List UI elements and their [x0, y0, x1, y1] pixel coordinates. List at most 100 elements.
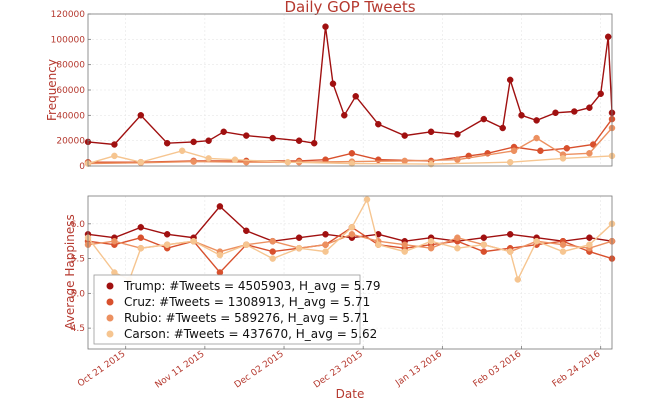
- data-point-carson: [559, 155, 567, 162]
- data-point-cruz: [480, 248, 488, 255]
- data-point-trump: [163, 139, 171, 147]
- data-point-carson: [375, 241, 382, 248]
- legend-marker-trump: [106, 282, 114, 290]
- data-point-trump: [375, 120, 382, 128]
- data-point-carson: [111, 152, 118, 160]
- data-point-rubio: [559, 241, 567, 248]
- data-point-trump: [427, 128, 435, 136]
- legend: Trump: #Tweets = 4505903, H_avg = 5.79 Cr…: [93, 274, 380, 345]
- y-tick-label: 60000: [56, 86, 85, 96]
- data-point-carson: [514, 276, 522, 283]
- data-point-trump: [295, 234, 303, 241]
- data-point-trump: [243, 227, 250, 235]
- x-tick-label: Feb 03 2016: [472, 349, 524, 389]
- top-frequency-plot: 0 20000 40000 60000 80000 100000 120000: [51, 10, 616, 172]
- data-point-carson: [205, 155, 212, 162]
- data-point-trump: [322, 231, 329, 238]
- data-point-trump: [586, 234, 593, 241]
- data-point-trump: [163, 231, 171, 238]
- data-point-rubio: [586, 150, 593, 157]
- y-tick-label: 20000: [56, 137, 85, 147]
- data-point-trump: [329, 80, 337, 87]
- data-point-carson: [163, 241, 171, 248]
- plot-frame: [87, 195, 613, 350]
- data-point-rubio: [190, 158, 197, 165]
- data-point-carson: [295, 244, 303, 252]
- data-point-carson: [243, 241, 250, 248]
- data-point-carson: [454, 244, 461, 252]
- data-point-carson: [506, 248, 514, 255]
- x-tick-label: Feb 24 2016: [551, 349, 603, 389]
- data-point-cruz: [348, 150, 356, 157]
- y-tick-label: 40000: [56, 111, 85, 121]
- data-point-trump: [205, 137, 212, 144]
- data-point-trump: [216, 203, 224, 210]
- data-point-trump: [190, 138, 197, 146]
- data-point-carson: [480, 241, 488, 248]
- data-point-cruz: [137, 234, 145, 241]
- data-point-cruz: [269, 248, 276, 255]
- data-point-carson: [137, 158, 145, 166]
- data-point-rubio: [401, 241, 408, 248]
- data-point-rubio: [533, 134, 540, 142]
- data-point-trump: [295, 137, 303, 144]
- data-point-carson: [190, 237, 197, 245]
- x-tick-label: Jan 13 2016: [393, 349, 444, 389]
- data-point-trump: [571, 108, 578, 115]
- x-tick-label: Dec 23 2015: [312, 349, 365, 390]
- legend-box: [93, 274, 361, 345]
- series-line-trump: [87, 26, 613, 146]
- legend-marker-rubio: [106, 314, 114, 322]
- data-point-trump: [480, 115, 488, 123]
- data-point-carson: [269, 255, 276, 262]
- data-point-carson: [178, 147, 186, 155]
- data-point-trump: [586, 104, 593, 111]
- data-point-trump: [401, 132, 408, 139]
- y-tick-label: 5.5: [71, 255, 85, 265]
- data-point-carson: [231, 156, 239, 163]
- legend-label-rubio: Rubio: #Tweets = 589276, H_avg = 5.71: [124, 311, 369, 325]
- data-point-trump: [480, 234, 488, 241]
- y-tick-label: 4.5: [71, 324, 85, 334]
- data-point-trump: [597, 90, 604, 98]
- data-point-trump: [499, 124, 506, 132]
- x-tick-label: Nov 11 2015: [154, 349, 207, 390]
- data-point-carson: [137, 244, 145, 252]
- legend-label-trump: Trump: #Tweets = 4505903, H_avg = 5.79: [123, 279, 380, 293]
- data-point-cruz: [537, 147, 544, 155]
- data-point-trump: [322, 23, 329, 30]
- data-point-trump: [506, 76, 514, 84]
- legend-marker-cruz: [106, 298, 114, 306]
- data-point-trump: [137, 112, 145, 119]
- data-point-carson: [506, 158, 514, 166]
- y-tick-label: 0: [79, 162, 85, 172]
- data-point-rubio: [427, 244, 435, 252]
- data-point-carson: [348, 224, 356, 231]
- legend-label-carson: Carson: #Tweets = 437670, H_avg = 5.62: [124, 327, 377, 341]
- data-point-carson: [284, 158, 292, 166]
- data-point-trump: [552, 109, 559, 117]
- data-point-rubio: [322, 241, 329, 248]
- chart-title: Daily GOP Tweets: [284, 0, 415, 16]
- data-point-rubio: [510, 147, 518, 155]
- data-point-carson: [216, 251, 224, 259]
- bottom-y-axis-label: Average Happiness: [63, 214, 77, 330]
- data-point-trump: [604, 33, 612, 41]
- data-point-carson: [348, 160, 356, 167]
- data-point-carson: [533, 237, 540, 245]
- data-point-trump: [352, 93, 359, 100]
- y-tick-label: 80000: [56, 61, 85, 71]
- y-tick-label: 100000: [51, 35, 86, 45]
- data-point-rubio: [454, 156, 461, 163]
- data-point-cruz: [563, 145, 571, 152]
- data-point-carson: [427, 237, 435, 245]
- data-point-trump: [341, 112, 348, 119]
- data-point-carson: [363, 196, 371, 203]
- data-point-trump: [111, 141, 118, 148]
- legend-label-cruz: Cruz: #Tweets = 1308913, H_avg = 5.71: [124, 295, 370, 309]
- data-point-carson: [322, 248, 329, 255]
- data-point-rubio: [348, 231, 356, 238]
- data-point-trump: [243, 132, 250, 139]
- x-tick-label: Oct 21 2015: [76, 349, 127, 389]
